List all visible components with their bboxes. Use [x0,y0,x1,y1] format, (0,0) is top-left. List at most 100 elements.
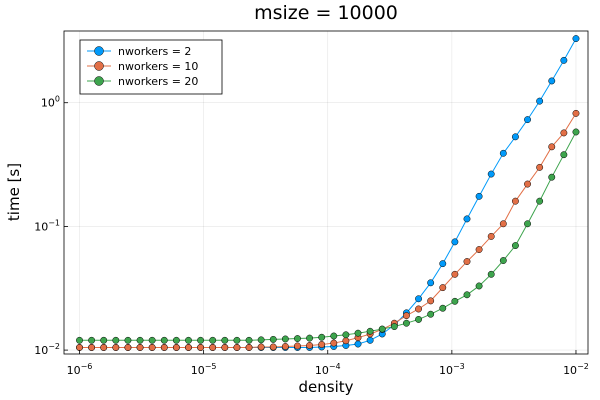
data-point [548,77,556,85]
data-point [560,129,568,137]
legend-marker [94,61,104,71]
data-point [475,246,483,253]
data-point [572,128,580,136]
data-point [463,215,471,223]
data-point [100,344,108,351]
data-point [402,312,410,320]
x-tick-label: 10−6 [67,362,93,377]
data-point [572,35,580,43]
data-point [269,343,277,351]
data-point [88,336,96,344]
legend-label: nworkers = 10 [118,60,198,73]
legend-box [79,39,223,95]
data-point [136,344,144,351]
data-point [536,197,544,205]
data-point [281,343,289,350]
y-tick-label: 10−1 [34,218,60,233]
data-point [281,335,289,343]
data-point [148,344,156,351]
data-point [245,344,253,351]
legend-label: nworkers = 20 [118,75,198,88]
x-tick-label: 10−2 [563,362,589,377]
data-point [354,329,362,337]
y-tick-exponent: −1 [48,218,60,227]
x-tick-label: 10−4 [315,362,341,377]
x-tick-label: 10−5 [191,362,217,377]
data-point [233,336,241,344]
data-point [294,342,301,350]
y-tick-exponent: 0 [55,95,60,104]
data-point [511,133,519,141]
data-point [354,340,362,348]
data-point [172,336,180,344]
data-point [415,315,423,323]
x-tick-base: 10 [315,364,329,377]
data-point [475,282,483,290]
x-tick-base: 10 [191,364,205,377]
data-point [439,260,447,268]
data-point [463,291,471,299]
y-tick-base: 10 [34,344,48,357]
data-point [439,304,447,312]
data-point [136,336,144,344]
data-point [197,336,205,344]
data-point [318,341,326,348]
data-point [269,335,277,343]
data-point [76,344,83,351]
data-point [366,336,374,344]
data-point [427,297,435,305]
data-point [524,220,531,228]
y-tick-base: 10 [34,220,48,233]
data-point [560,151,568,159]
data-point [536,163,544,171]
y-tick-exponent: −2 [48,342,60,351]
data-point [511,197,519,205]
data-point [160,336,168,344]
y-tick-label: 100 [41,95,60,110]
data-point [172,344,180,351]
data-point [475,192,483,200]
data-point [463,258,471,265]
data-point [524,180,531,188]
data-point [185,344,192,351]
x-tick-exponent: −5 [205,362,217,371]
data-point [160,344,168,351]
data-point [378,325,386,333]
y-tick-base: 10 [41,97,55,110]
data-point [524,116,531,124]
y-axis-label: time [s] [5,163,23,221]
data-point [245,336,253,344]
series-layer [76,35,580,351]
data-point [390,323,398,331]
data-point [427,279,435,287]
data-point [415,305,423,313]
data-point [499,220,507,228]
x-tick-exponent: −6 [81,362,93,371]
data-point [439,284,447,292]
data-point [342,337,350,345]
data-point [499,257,507,264]
data-point [366,327,374,335]
data-point [548,143,556,151]
data-point [572,109,580,117]
data-point [487,270,495,278]
data-point [148,336,156,344]
data-point [451,238,459,246]
data-point [487,170,495,178]
data-point [451,270,459,278]
legend-entry: nworkers = 10 [87,60,198,73]
legend: nworkers = 2 nworkers = 10 nworkers = 20 [79,39,223,95]
data-point [124,336,132,344]
data-point [88,344,96,351]
data-point [233,344,241,351]
data-point [415,295,423,303]
x-tick-exponent: −4 [329,362,341,371]
x-tick-base: 10 [67,364,81,377]
legend-marker [94,76,104,86]
data-point [511,242,519,250]
data-point [257,343,265,351]
data-point [330,332,338,340]
data-point [306,342,314,349]
data-point [112,344,120,351]
